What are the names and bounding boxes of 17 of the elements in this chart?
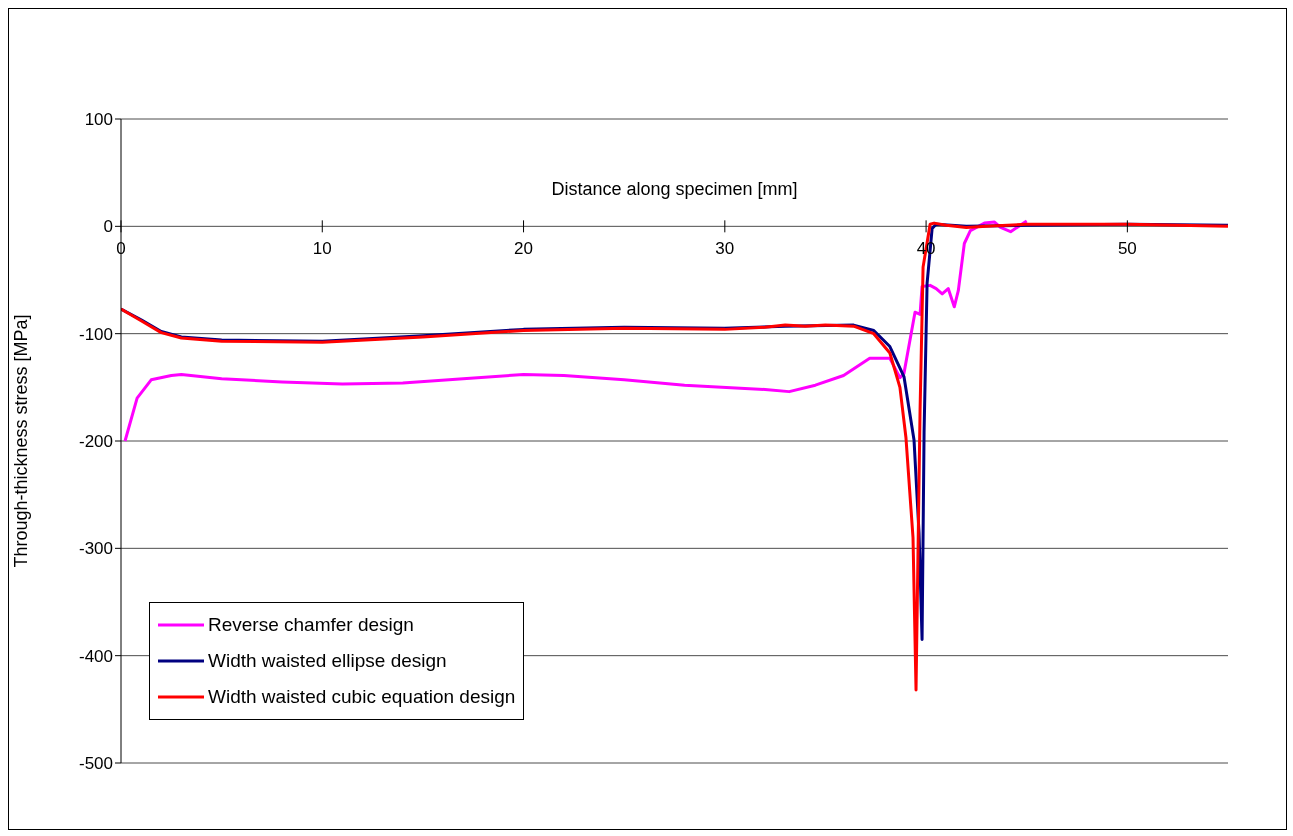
legend-label: Width waisted cubic equation design bbox=[208, 686, 516, 708]
legend-label: Width waisted ellipse design bbox=[208, 650, 447, 672]
x-tick-label: 50 bbox=[1117, 239, 1137, 259]
x-tick-label: 20 bbox=[514, 239, 534, 259]
y-axis-title: Through-thickness stress [MPa] bbox=[11, 314, 32, 568]
y-tick-label: -300 bbox=[78, 539, 113, 559]
x-tick-label: 0 bbox=[116, 239, 126, 259]
x-tick-label: 10 bbox=[312, 239, 332, 259]
y-tick-label: -400 bbox=[78, 646, 113, 666]
legend-label: Reverse chamfer design bbox=[208, 614, 414, 636]
y-tick-label: 100 bbox=[84, 110, 113, 130]
y-tick-label: 0 bbox=[103, 217, 113, 237]
y-tick-label: -100 bbox=[78, 324, 113, 344]
x-tick-label: 30 bbox=[715, 239, 735, 259]
x-axis-title: Distance along specimen [mm] bbox=[550, 179, 799, 200]
y-tick-label: -500 bbox=[78, 754, 113, 774]
y-tick-label: -200 bbox=[78, 432, 113, 452]
